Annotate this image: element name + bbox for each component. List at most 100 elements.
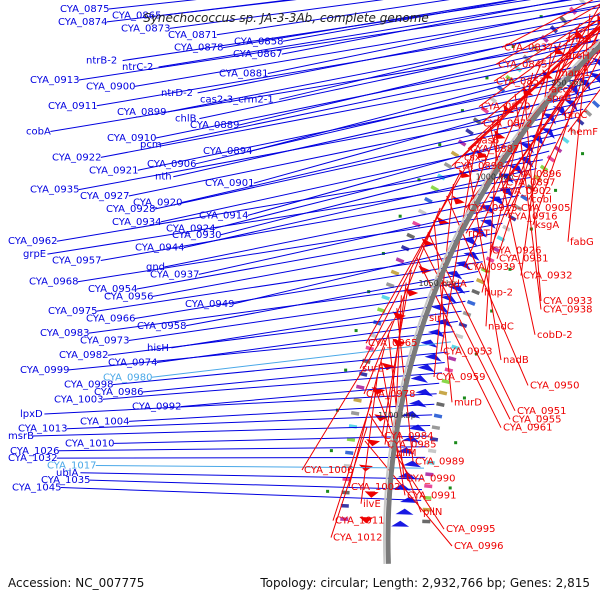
rna-feature-tick <box>448 486 452 490</box>
ruler-tick-label: 1000 kbp <box>476 173 514 182</box>
forward-gene-feature <box>410 375 428 383</box>
forward-leader-line <box>95 464 424 469</box>
forward-gene-label: CYA_0930 <box>172 230 221 241</box>
forward-leader-line <box>169 0 384 29</box>
reverse-gene-feature <box>364 491 379 498</box>
cog-category-block <box>424 196 433 204</box>
cog-category-block <box>480 106 490 114</box>
forward-gene-label: CYA_0968 <box>29 277 78 288</box>
cog-category-block <box>438 390 448 396</box>
reverse-leader-line <box>461 25 600 158</box>
forward-gene-label: CYA_0858 <box>234 36 283 47</box>
forward-leader-line <box>128 403 435 422</box>
forward-gene-label: CYA_0982 <box>59 350 108 361</box>
forward-gene-label: CYA_0889 <box>190 120 239 131</box>
reverse-leader-line <box>561 72 600 116</box>
forward-gene-feature <box>440 294 458 304</box>
cog-category-block <box>576 117 585 126</box>
feature-tracks <box>326 0 600 527</box>
forward-leader-line <box>134 6 600 87</box>
reverse-gene-feature <box>522 86 534 96</box>
reverse-gene-label: CYA_0990 <box>406 473 455 484</box>
forward-gene-feature <box>415 388 433 397</box>
forward-gene-feature <box>408 424 427 432</box>
forward-leader-line <box>158 0 573 68</box>
forward-gene-feature <box>424 353 442 362</box>
forward-gene-label: nth <box>155 172 172 183</box>
forward-gene-label: CYA_0871 <box>168 30 217 41</box>
ruler-tick-label: 1100 kbp <box>378 411 416 420</box>
reverse-gene-label: cobI <box>531 195 552 206</box>
rna-feature-tick <box>490 309 494 313</box>
forward-leader-line <box>106 0 297 23</box>
forward-gene-label: lpxD <box>20 409 43 420</box>
reverse-leader-line <box>567 88 600 133</box>
reverse-gene-label: CYA_0955 <box>512 414 561 425</box>
forward-leader-line <box>134 261 483 319</box>
genome-backbone <box>383 39 600 564</box>
forward-leader-line <box>122 0 532 62</box>
reverse-gene-label: CYA_0996 <box>454 541 503 552</box>
forward-leader-line <box>136 222 503 290</box>
forward-gene-label: gnd <box>146 262 165 273</box>
forward-leader-line <box>56 456 426 459</box>
cog-category-block <box>429 436 439 442</box>
forward-leader-line <box>68 331 455 371</box>
reverse-leader-line <box>359 172 461 369</box>
forward-leader-line <box>238 39 600 126</box>
forward-gene-label: CYA_0975 <box>48 306 97 317</box>
cog-category-block <box>553 145 563 154</box>
forward-gene-label: CYA_0921 <box>89 165 138 176</box>
reverse-leader-line <box>501 0 594 48</box>
forward-leader-line <box>154 116 577 210</box>
rna-feature-tick <box>326 489 330 493</box>
reverse-gene-label: CYA_0984 <box>384 431 433 442</box>
forward-leader-line <box>77 213 508 283</box>
reverse-gene-label: CYA_0926 <box>492 245 541 256</box>
forward-leader-line <box>282 0 518 42</box>
cog-category-block <box>457 139 467 147</box>
reverse-leader-line <box>520 52 552 276</box>
forward-gene-label: CYA_0924 <box>166 223 215 234</box>
forward-gene-label: CYA_0966 <box>86 313 135 324</box>
forward-gene-feature <box>417 364 435 373</box>
ruler-tick-label: 1050 kbp <box>418 279 456 288</box>
forward-gene-feature <box>508 165 524 176</box>
reverse-gene-label: CYA_0916 <box>508 211 557 222</box>
rna-feature-tick <box>539 15 543 19</box>
reverse-leader-line <box>489 23 581 251</box>
forward-leader-line <box>137 74 600 171</box>
reverse-leader-line <box>416 257 502 428</box>
reverse-gene-label: CYA_0837 <box>504 42 553 53</box>
reverse-gene-label: CYA_0870 <box>481 102 530 113</box>
forward-leader-line <box>113 435 429 444</box>
cog-category-block <box>466 299 476 307</box>
reverse-gene-label: accC <box>551 85 575 96</box>
cog-category-block <box>505 74 514 83</box>
forward-leader-line <box>164 195 519 268</box>
forward-gene-label: hisH <box>147 343 169 354</box>
reverse-gene-label: rpsT <box>468 228 491 239</box>
reverse-gene-feature <box>452 195 465 205</box>
cog-category-block <box>561 136 570 144</box>
forward-gene-label: CYA_0913 <box>30 75 79 86</box>
forward-leader-line <box>78 0 600 81</box>
reverse-leader-line <box>528 55 600 200</box>
forward-gene-label: CYA_0899 <box>117 107 166 118</box>
forward-gene-label: CYA_0901 <box>205 178 254 189</box>
reverse-gene-label: CYA_0951 <box>517 406 566 417</box>
reverse-gene-labels: rnhB CYA_0837 aroH CYA_0845 map-1 CYA_0853acc… <box>304 34 598 552</box>
reverse-gene-label: nadC <box>488 321 514 332</box>
forward-leader-line <box>267 4 600 74</box>
reverse-gene-label: CYA_0995 <box>446 524 495 535</box>
forward-leader-line <box>80 472 423 480</box>
reverse-gene-label: CYA_0845 <box>498 59 547 70</box>
rna-feature-tick <box>438 143 442 147</box>
forward-leader-line <box>152 232 498 297</box>
forward-leader-line <box>185 270 479 327</box>
cog-category-block <box>436 401 445 408</box>
reverse-gene-label: proC <box>564 110 587 121</box>
cog-category-block <box>433 413 443 419</box>
rna-feature-tick <box>462 396 466 400</box>
reverse-gene-label: nadA <box>441 279 467 290</box>
